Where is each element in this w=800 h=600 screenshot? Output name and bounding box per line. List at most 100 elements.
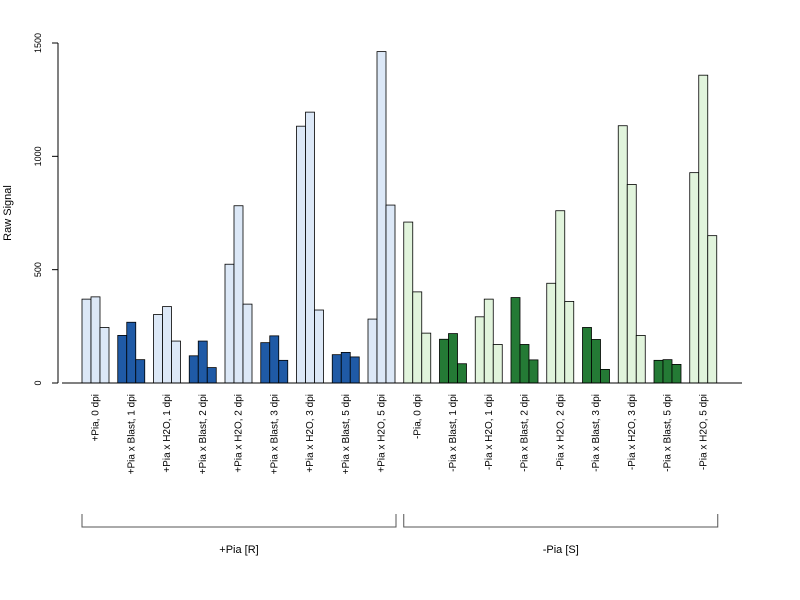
bar — [403, 221, 414, 384]
bar — [457, 363, 467, 384]
bar — [206, 367, 217, 384]
bar-group — [653, 359, 682, 384]
bar — [162, 306, 172, 384]
bracket-label: +Pia [R] — [219, 544, 258, 556]
bar-group — [224, 205, 253, 384]
bar — [90, 296, 101, 384]
bar — [564, 300, 575, 384]
bar — [233, 205, 244, 384]
x-tick-label: +Pia x H2O, 3 dpi — [305, 394, 316, 473]
bar — [600, 368, 610, 384]
bar — [171, 340, 181, 384]
x-tick-label: +Pia x H2O, 2 dpi — [234, 394, 245, 473]
y-tick-label: 1000 — [33, 146, 43, 166]
bar — [448, 333, 458, 384]
x-tick-label: -Pia x Blast, 3 dpi — [591, 394, 602, 472]
x-tick-label: +Pia x Blast, 2 dpi — [198, 394, 209, 474]
y-axis-label: Raw Signal — [2, 185, 14, 241]
x-tick-label: +Pia x H2O, 1 dpi — [162, 394, 173, 473]
bar-group — [367, 51, 396, 384]
bar — [582, 327, 592, 384]
group-bracket: +Pia [R] — [81, 514, 397, 556]
x-tick-label: +Pia x Blast, 3 dpi — [269, 394, 280, 474]
bar — [269, 335, 280, 384]
bar — [224, 263, 235, 384]
bar — [99, 327, 110, 384]
x-tick-label: -Pia x H2O, 1 dpi — [484, 394, 495, 470]
bar — [492, 344, 503, 384]
bar — [349, 356, 360, 384]
x-tick-label: -Pia x H2O, 5 dpi — [698, 394, 709, 470]
y-tick-label: 0 — [33, 380, 43, 385]
bar — [135, 359, 146, 384]
x-tick-label: +Pia x Blast, 5 dpi — [341, 394, 352, 474]
bar — [483, 298, 494, 384]
bar — [617, 125, 628, 384]
bar — [340, 351, 351, 384]
bar-group — [510, 297, 539, 384]
bar-group — [331, 351, 360, 384]
y-tick-label: 1500 — [33, 33, 43, 53]
bar — [698, 74, 709, 384]
bar — [662, 359, 673, 384]
x-tick-label: +Pia x Blast, 1 dpi — [126, 394, 137, 474]
bar — [367, 318, 378, 384]
bar — [591, 339, 601, 384]
bar — [528, 359, 539, 384]
x-tick-label: -Pia x H2O, 2 dpi — [555, 394, 566, 470]
group-bracket: -Pia [S] — [403, 514, 719, 556]
bar — [242, 303, 253, 384]
bar — [314, 309, 324, 384]
bar-group — [81, 296, 110, 384]
x-tick-label: -Pia x Blast, 2 dpi — [520, 394, 531, 472]
bar — [117, 334, 128, 384]
bar-group — [153, 306, 181, 384]
bar — [126, 321, 137, 384]
bar — [376, 51, 387, 384]
bar — [546, 282, 557, 384]
x-tick-label: -Pia, 0 dpi — [412, 394, 423, 439]
bar-group — [296, 111, 324, 384]
bar — [635, 334, 646, 384]
bar — [197, 340, 208, 384]
bar-groups — [81, 51, 718, 384]
group-brackets: +Pia [R] -Pia [S] — [81, 514, 719, 556]
bar — [707, 235, 718, 384]
bar — [153, 314, 163, 384]
x-tick-label: -Pia x Blast, 5 dpi — [663, 394, 674, 472]
bar — [385, 204, 396, 384]
bracket-line — [81, 514, 397, 528]
bar — [555, 210, 566, 384]
bar — [278, 359, 289, 384]
bar — [421, 332, 432, 384]
y-tick-label: 500 — [33, 262, 43, 277]
bar — [474, 316, 485, 384]
x-tick-label: +Pia, 0 dpi — [91, 394, 102, 442]
bar — [439, 338, 449, 384]
bar-group — [617, 125, 646, 384]
y-axis: 0 500 1000 1500 — [33, 33, 59, 386]
x-tick-label: -Pia x Blast, 1 dpi — [448, 394, 459, 472]
bar-group — [403, 221, 432, 384]
bar — [412, 291, 423, 384]
bar-group — [188, 340, 217, 384]
x-tick-label: -Pia x H2O, 3 dpi — [627, 394, 638, 470]
bar-group — [439, 333, 467, 384]
bar — [260, 342, 271, 384]
bar-group — [260, 335, 289, 384]
bracket-label: -Pia [S] — [543, 544, 579, 556]
bar — [296, 125, 306, 384]
x-tick-label: +Pia x H2O, 5 dpi — [377, 394, 388, 473]
bar — [519, 344, 530, 384]
bar-group — [689, 74, 718, 384]
bar — [689, 172, 700, 384]
x-tick-labels: +Pia, 0 dpi +Pia x Blast, 1 dpi +Pia x H2O… — [91, 394, 710, 474]
bar-group — [117, 321, 146, 384]
bar — [305, 111, 315, 384]
bar — [510, 297, 521, 384]
bar — [671, 364, 682, 384]
bar-group — [582, 327, 610, 384]
bar — [188, 355, 199, 384]
bar-group — [546, 210, 575, 384]
